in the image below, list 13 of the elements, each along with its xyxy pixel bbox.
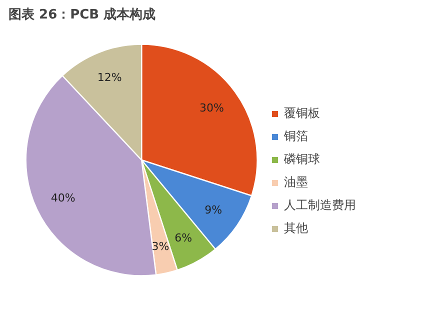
- data-label: 3%: [152, 240, 170, 254]
- data-label: 40%: [50, 191, 76, 204]
- legend-label: 人工制造费用: [284, 197, 356, 214]
- data-label: 30%: [200, 101, 224, 114]
- data-label: 12%: [97, 71, 122, 84]
- legend-label: 油墨: [284, 174, 308, 191]
- legend-label: 其他: [284, 220, 308, 237]
- legend-label: 磷铜球: [284, 151, 320, 168]
- data-label: 6%: [174, 231, 192, 244]
- chart-title: 图表 26：PCB 成本构成: [8, 8, 156, 22]
- legend-label: 覆铜板: [284, 105, 320, 122]
- legend-label: 铜箔: [284, 128, 308, 145]
- data-label: 9%: [204, 203, 222, 216]
